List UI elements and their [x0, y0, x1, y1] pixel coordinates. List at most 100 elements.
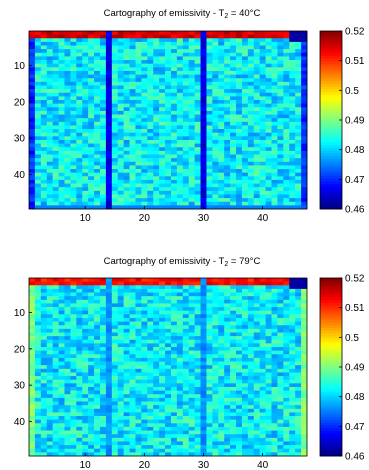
heatmap-cell — [259, 310, 266, 315]
heatmap-cell — [58, 325, 65, 330]
heatmap-cell — [241, 368, 249, 373]
heatmap-cell — [123, 56, 130, 61]
heatmap-cell — [117, 434, 124, 439]
heatmap-cell — [277, 419, 284, 424]
heatmap-cell — [247, 394, 255, 399]
heatmap-cell — [301, 365, 308, 370]
heatmap-cell — [76, 354, 83, 359]
heatmap-cell — [259, 430, 266, 435]
heatmap-cell — [76, 187, 83, 192]
heatmap-cell — [170, 63, 178, 68]
heatmap-cell — [218, 52, 225, 57]
heatmap-cell — [165, 96, 172, 101]
heatmap-cell — [200, 412, 207, 417]
heatmap-cell — [176, 41, 184, 46]
heatmap-cell — [194, 187, 201, 192]
heatmap-cell — [224, 78, 231, 83]
heatmap-cell — [46, 78, 53, 83]
heatmap-cell — [52, 150, 59, 155]
heatmap-cell — [70, 147, 77, 152]
colorbar-segment — [320, 195, 342, 199]
heatmap-cell — [230, 96, 237, 101]
heatmap-cell — [253, 165, 260, 170]
heatmap-cell — [105, 423, 113, 428]
heatmap-cell — [194, 339, 201, 344]
heatmap-cell — [46, 285, 53, 290]
colorbar-segment — [320, 56, 342, 60]
heatmap-cell — [295, 38, 302, 43]
heatmap-cell — [70, 339, 77, 344]
heatmap-cell — [58, 299, 65, 304]
heatmap-cell — [194, 63, 201, 68]
heatmap-cell — [117, 34, 124, 39]
heatmap-cell — [52, 448, 59, 453]
heatmap-cell — [170, 325, 178, 330]
heatmap-cell — [194, 201, 201, 206]
colorbar-segment — [320, 403, 342, 407]
heatmap-cell — [230, 45, 237, 50]
heatmap-cell — [182, 49, 189, 54]
heatmap-cell — [182, 445, 189, 450]
heatmap-cell — [135, 372, 142, 377]
heatmap-cell — [52, 183, 59, 188]
heatmap-cell — [241, 310, 249, 315]
heatmap-cell — [194, 401, 201, 406]
heatmap-cell — [117, 448, 124, 453]
heatmap-cell — [111, 332, 119, 337]
heatmap-cell — [301, 354, 308, 359]
heatmap-cell — [241, 45, 249, 50]
heatmap-cell — [58, 310, 65, 315]
heatmap-cell — [206, 107, 213, 112]
heatmap-cell — [58, 114, 65, 119]
heatmap-cell — [265, 154, 272, 159]
heatmap-cell — [176, 426, 184, 431]
heatmap-cell — [52, 165, 59, 170]
heatmap-cell — [277, 158, 284, 163]
heatmap-cell — [176, 314, 184, 319]
heatmap-cell — [253, 118, 260, 123]
heatmap-cell — [76, 328, 83, 333]
heatmap-cell — [70, 426, 77, 431]
heatmap-cell — [111, 296, 119, 301]
heatmap-cell — [105, 70, 113, 75]
heatmap-cell — [76, 147, 83, 152]
heatmap-cell — [200, 114, 207, 119]
heatmap-cell — [253, 412, 260, 417]
heatmap-cell — [301, 437, 308, 442]
heatmap-cell — [70, 441, 77, 446]
heatmap-cell — [58, 118, 65, 123]
heatmap-cell — [70, 92, 77, 97]
heatmap-cell — [94, 397, 101, 402]
heatmap-cell — [34, 103, 42, 108]
heatmap-cell — [64, 416, 71, 420]
heatmap-cell — [159, 107, 166, 112]
heatmap-cell — [277, 365, 284, 370]
heatmap-cell — [247, 339, 255, 344]
heatmap-cell — [212, 63, 219, 68]
heatmap-cell — [253, 143, 260, 148]
heatmap-cell — [295, 332, 302, 337]
heatmap-cell — [182, 132, 189, 137]
heatmap-cell — [129, 347, 136, 351]
heatmap-cell — [170, 445, 178, 450]
heatmap-cell — [165, 169, 172, 173]
heatmap-cell — [94, 310, 101, 315]
heatmap-cell — [218, 205, 225, 210]
heatmap-cell — [289, 441, 296, 446]
heatmap-cell — [295, 183, 302, 188]
heatmap-cell — [241, 169, 249, 173]
heatmap-cell — [188, 114, 195, 119]
heatmap-cell — [212, 169, 219, 173]
heatmap-cell — [29, 154, 36, 159]
heatmap-cell — [165, 303, 172, 308]
heatmap-cell — [94, 158, 101, 163]
heatmap-cell — [182, 194, 189, 199]
heatmap-cell — [111, 310, 119, 315]
heatmap-cell — [271, 390, 278, 395]
heatmap-cell — [153, 31, 160, 35]
heatmap-cell — [123, 60, 130, 64]
heatmap-cell — [29, 147, 36, 152]
heatmap-cell — [277, 176, 284, 181]
heatmap-cell — [135, 445, 142, 450]
heatmap-cell — [129, 198, 136, 203]
